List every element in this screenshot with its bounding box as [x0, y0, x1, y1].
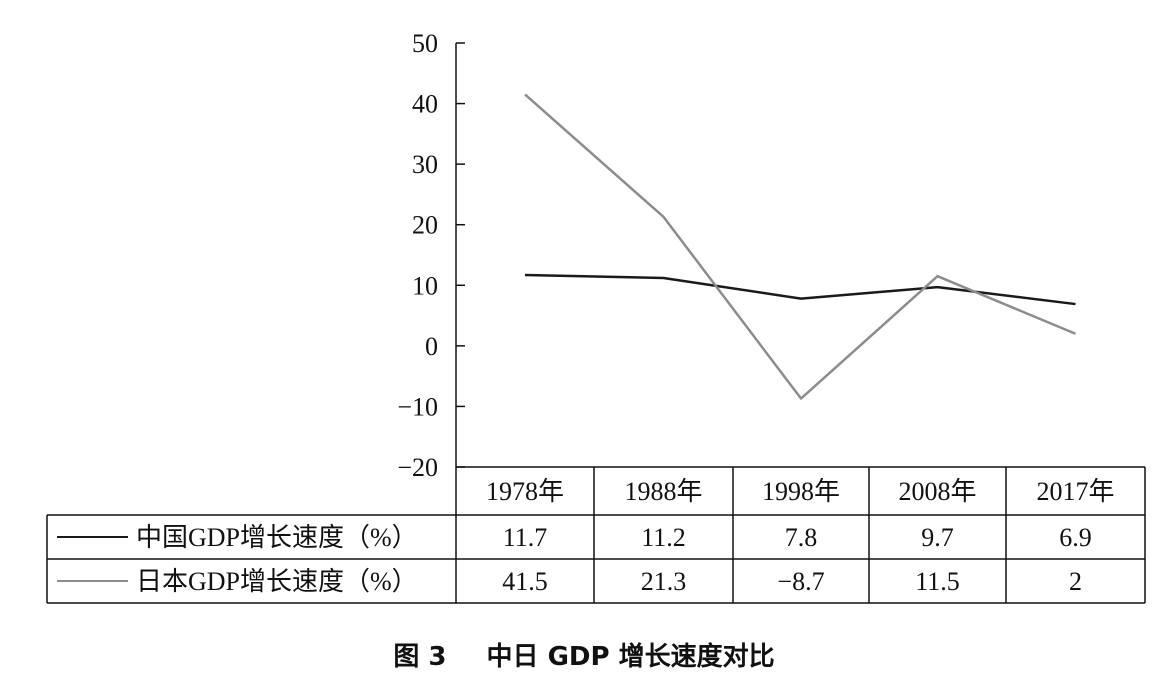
y-tick-label: 30 [412, 150, 438, 179]
x-category-label: 2017年 [1036, 477, 1114, 506]
y-tick-label: 10 [412, 271, 438, 300]
figure-caption: 图 3 中日 GDP 增长速度对比 [0, 636, 1168, 673]
y-tick-label: 0 [425, 332, 438, 361]
data-value-label: 11.5 [915, 567, 960, 596]
y-tick-label: 20 [412, 211, 438, 240]
chart: 50 40 30 20 10 0 −10 −20 1978年 1988年 1998年 2008年 201… [46, 29, 1146, 604]
data-value-label: 9.7 [921, 523, 954, 552]
series-line [524, 273, 1076, 306]
x-category-label: 2008年 [898, 477, 976, 506]
y-tick-label: −20 [397, 453, 438, 482]
data-value-label: 11.2 [641, 523, 686, 552]
figure-label: 图 3 [393, 642, 447, 672]
data-value-label: 7.8 [785, 523, 818, 552]
data-value-label: −8.7 [777, 567, 824, 596]
data-value-label: 2 [1069, 567, 1082, 596]
y-tick-label: 40 [412, 90, 438, 119]
data-value-label: 6.9 [1059, 523, 1092, 552]
x-category-label: 1978年 [486, 477, 564, 506]
y-tick-label: 50 [412, 29, 438, 58]
data-value-label: 21.3 [641, 567, 687, 596]
data-value-label: 41.5 [502, 567, 548, 596]
x-category-label: 1988年 [624, 477, 702, 506]
series-line [524, 93, 1076, 400]
data-value-label: 11.7 [503, 523, 548, 552]
y-tick-label: −10 [397, 392, 438, 421]
x-category-label: 1998年 [762, 477, 840, 506]
legend-label: 中国GDP增长速度（%） [136, 523, 418, 552]
figure-title: 中日 GDP 增长速度对比 [486, 642, 775, 672]
legend-label: 日本GDP增长速度（%） [136, 567, 418, 596]
